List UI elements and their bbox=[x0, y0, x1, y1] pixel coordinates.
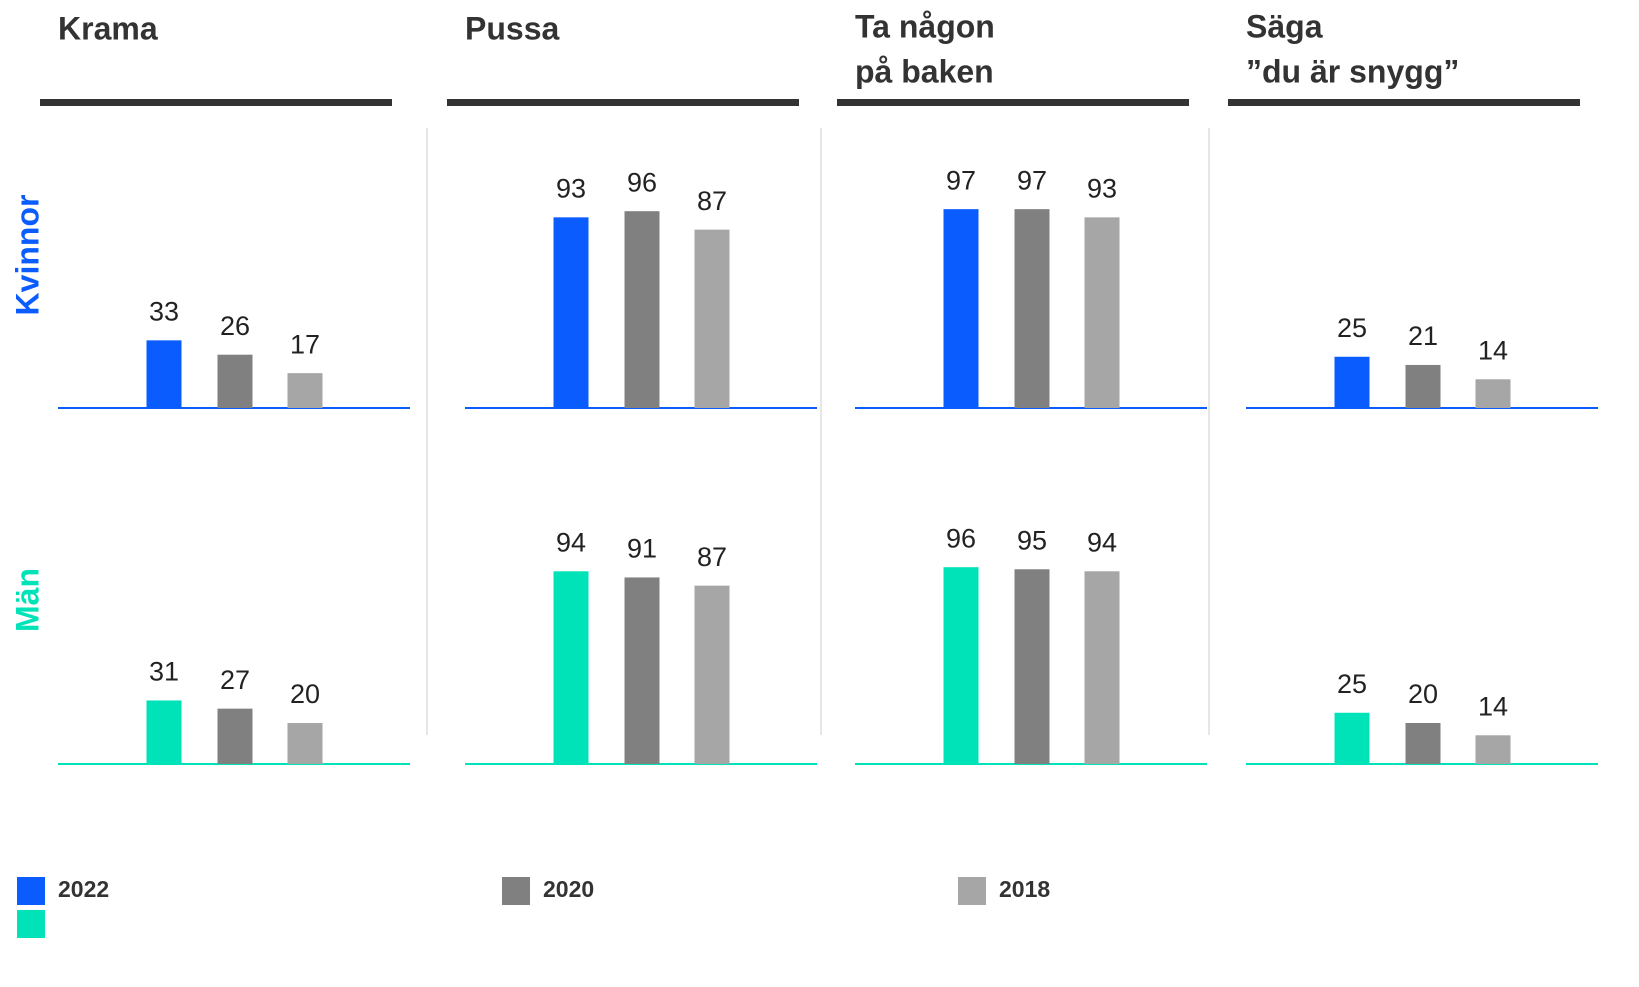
value-label: 87 bbox=[697, 186, 727, 216]
bar bbox=[217, 708, 253, 764]
bar bbox=[1084, 571, 1120, 764]
bar bbox=[943, 567, 979, 764]
legend-swatch bbox=[958, 877, 986, 905]
bar bbox=[146, 700, 182, 764]
value-label: 33 bbox=[149, 296, 179, 326]
bar bbox=[553, 217, 589, 408]
panel-title: ”du är snygg” bbox=[1246, 53, 1459, 89]
bar bbox=[1084, 217, 1120, 408]
value-label: 27 bbox=[220, 665, 250, 695]
bar bbox=[624, 211, 660, 408]
value-label: 94 bbox=[1087, 527, 1117, 557]
title-rule bbox=[40, 99, 392, 106]
value-label: 96 bbox=[627, 167, 657, 197]
value-label: 97 bbox=[1017, 165, 1047, 195]
panel-title: Säga bbox=[1246, 8, 1323, 44]
bar bbox=[694, 585, 730, 764]
value-label: 25 bbox=[1337, 669, 1367, 699]
legend-swatch bbox=[502, 877, 530, 905]
bar bbox=[146, 340, 182, 408]
value-label: 87 bbox=[697, 542, 727, 572]
bar bbox=[1334, 712, 1370, 764]
bar bbox=[553, 571, 589, 764]
panel-title: Ta någon bbox=[855, 8, 995, 44]
title-rule bbox=[447, 99, 799, 106]
value-label: 21 bbox=[1408, 321, 1438, 351]
value-label: 96 bbox=[946, 523, 976, 553]
panel-title: på baken bbox=[855, 53, 994, 89]
value-label: 31 bbox=[149, 657, 179, 687]
value-label: 93 bbox=[1087, 173, 1117, 203]
bar bbox=[1014, 209, 1050, 408]
panel-title: Pussa bbox=[465, 10, 559, 46]
legend-label: 2018 bbox=[999, 876, 1050, 902]
title-rule bbox=[837, 99, 1189, 106]
value-label: 93 bbox=[556, 173, 586, 203]
value-label: 20 bbox=[290, 679, 320, 709]
bar bbox=[1405, 723, 1441, 764]
value-label: 14 bbox=[1478, 335, 1508, 365]
legend-label: 2020 bbox=[543, 876, 594, 902]
value-label: 17 bbox=[290, 329, 320, 359]
value-label: 97 bbox=[946, 165, 976, 195]
bar bbox=[1014, 569, 1050, 764]
bar bbox=[217, 354, 253, 408]
value-label: 14 bbox=[1478, 691, 1508, 721]
bar bbox=[694, 229, 730, 408]
legend-swatch bbox=[17, 910, 45, 938]
title-rule bbox=[1228, 99, 1580, 106]
bar bbox=[287, 373, 323, 408]
value-label: 91 bbox=[627, 534, 657, 564]
bar bbox=[1475, 379, 1511, 408]
bar bbox=[1334, 356, 1370, 408]
bar bbox=[624, 577, 660, 764]
value-label: 20 bbox=[1408, 679, 1438, 709]
value-label: 26 bbox=[220, 311, 250, 341]
bar bbox=[943, 209, 979, 408]
value-label: 25 bbox=[1337, 313, 1367, 343]
value-label: 95 bbox=[1017, 525, 1047, 555]
legend-swatch bbox=[17, 877, 45, 905]
panel-title: Krama bbox=[58, 10, 158, 46]
row-label: Kvinnor bbox=[9, 195, 45, 316]
bar bbox=[287, 723, 323, 764]
legend-label: 2022 bbox=[58, 876, 109, 902]
value-label: 94 bbox=[556, 527, 586, 557]
row-label: Män bbox=[9, 568, 45, 632]
bar bbox=[1475, 735, 1511, 764]
bar bbox=[1405, 364, 1441, 408]
